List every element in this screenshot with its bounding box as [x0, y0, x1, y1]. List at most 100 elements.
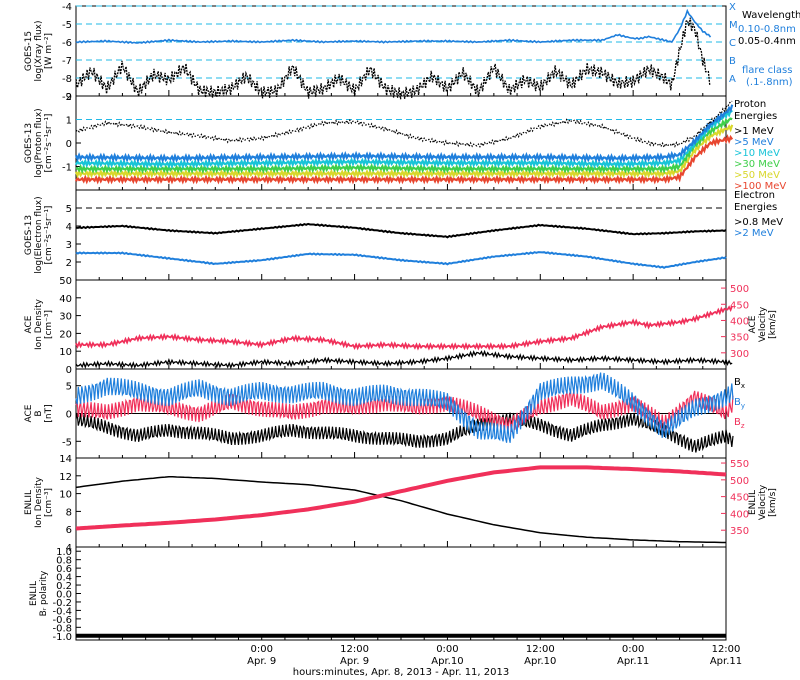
y-axis-label-right-line: [km/s]: [768, 488, 778, 517]
y-ticks: 5 4 3 2: [66, 204, 81, 269]
legend-entry: >5 MeV: [734, 137, 774, 148]
y-axis-label-right: ACE Velocity [km/s]: [748, 306, 778, 342]
flare-class-sublabel: (.1-.8nm): [746, 77, 793, 88]
legend-entry: >30 MeV: [734, 159, 780, 170]
series->2 MeV: [75, 251, 727, 269]
legend-entry: >100 MeV: [734, 181, 786, 192]
y-axis-label-line: log(Electron flux): [34, 196, 44, 273]
flare-class-letter: M: [729, 20, 738, 31]
y-axis-label-line: Ion Density: [34, 298, 44, 350]
y-tick-label: 0: [66, 139, 72, 150]
flare-class-letter: C: [729, 38, 736, 49]
flare-class-letter: X: [729, 2, 736, 13]
series->1 MeV: [75, 100, 733, 149]
series-group: [75, 207, 727, 269]
y-tick-label-right: 450: [730, 493, 749, 504]
y-axis-label: ENLIL Bᵣ polarity: [29, 570, 49, 616]
y-axis-label-line: GOES-15: [24, 31, 34, 71]
series-0.05-0.4nm: [75, 17, 711, 100]
legend-entry: >1 MeV: [734, 126, 774, 137]
y-axis-label-line: B: [34, 410, 44, 416]
x-tick-date: Apr.11: [617, 656, 649, 667]
panels: -4 -5 -6 -7 -8 -9 GOES-15 log(Xray flux) [W m⁻²]…: [24, 2, 800, 643]
x-tick-date: Apr. 9: [247, 656, 276, 667]
y-ticks: 50 40 30 20 10 0 500 450 400 350 300: [59, 276, 749, 376]
series->5 MeV: [74, 104, 734, 164]
y-tick-label: 12: [59, 472, 72, 483]
y-tick-label: 6: [66, 525, 72, 536]
y-tick-label: 10: [59, 490, 72, 501]
legend-entry: 0.05-0.4nm: [738, 36, 796, 47]
y-axis-label-right-line: Velocity: [758, 484, 768, 520]
y-axis-label-right: ENLIL Velocity [km/s]: [748, 484, 778, 520]
series-Ion Density: [75, 475, 726, 544]
y-axis-label-line: [cm⁻³]: [44, 310, 54, 339]
series->30 MeV: [75, 117, 733, 175]
y-tick-label: 0: [66, 410, 72, 421]
x-tick-time: 0:00: [622, 644, 644, 655]
legend-entry: 0.10-0.8nm: [738, 24, 796, 35]
y-tick-label: 40: [59, 294, 72, 305]
y-tick-label: -0.8: [52, 623, 72, 634]
y-axis-label-line: GOES-13: [24, 123, 34, 163]
x-tick-time: 12:00: [340, 644, 369, 655]
y-axis-label-line: ENLIL: [29, 581, 39, 606]
y-axis-label: GOES-13 log(Proton flux) [cm⁻²s⁻¹sr⁻¹]: [24, 108, 54, 177]
legend-entry: >50 MeV: [734, 170, 780, 181]
panel-xray: -4 -5 -6 -7 -8 -9 GOES-15 log(Xray flux) [W m⁻²]…: [24, 2, 800, 103]
y-tick-label: 4: [66, 543, 72, 554]
y-axis-label-line: log(Xray flux): [34, 20, 44, 81]
x-tick-time: 12:00: [526, 644, 555, 655]
series->0.8 MeV: [75, 222, 727, 239]
y-tick-label: -5: [62, 437, 72, 448]
x-tick-date: Apr.11: [710, 656, 742, 667]
y-tick-label: -6: [62, 38, 72, 49]
y-tick-label: 30: [59, 312, 72, 323]
y-tick-label: 5: [66, 204, 72, 215]
legend-title: Electron: [734, 190, 775, 201]
y-tick-label: 0.4: [56, 573, 72, 584]
series->50 MeV: [74, 124, 734, 179]
y-tick-label: 20: [59, 329, 72, 340]
series-x: [75, 412, 734, 453]
x-tick-time: 0:00: [250, 644, 272, 655]
x-tick-time: 0:00: [436, 644, 458, 655]
y-tick-label: 0: [66, 365, 72, 376]
y-ticks: -4 -5 -6 -7 -8 -9: [62, 2, 81, 103]
x-tick-date: Apr.10: [524, 656, 556, 667]
y-tick-label: 2: [66, 92, 72, 103]
y-tick-label-right: 500: [730, 284, 749, 295]
y-axis-label-line: ENLIL: [24, 490, 34, 515]
x-axis-label: hours:minutes, Apr. 8, 2013 - Apr. 11, 2…: [293, 667, 509, 678]
y-tick-label: 3: [66, 240, 72, 251]
legend-title: Wavelength: [742, 10, 800, 21]
y-ticks: 1.00.80.60.40.20.0-0.2-0.4-0.6-0.8-1.0: [52, 547, 81, 643]
series-group: [75, 305, 734, 370]
legend-title: Proton: [734, 99, 766, 110]
series-group: [75, 465, 727, 544]
y-tick-label: -9: [62, 92, 72, 103]
y-tick-label: -1.0: [52, 632, 72, 643]
y-tick-label: 0.0: [56, 590, 72, 601]
legend-title: Energies: [734, 202, 777, 213]
series-group: [74, 100, 734, 185]
y-axis-label-line: [cm⁻²s⁻¹sr⁻¹]: [44, 114, 54, 173]
flare-class-label: flare class: [742, 65, 792, 76]
y-axis-label: ACE B [nT]: [24, 404, 54, 422]
y-tick-label: 50: [59, 276, 72, 287]
y-axis-label: GOES-13 log(Electron flux) [cm⁻²s⁻¹sr⁻¹]: [24, 196, 54, 273]
x-tick-date: Apr.10: [431, 656, 463, 667]
y-tick-label-right: 450: [730, 300, 749, 311]
y-tick-label-right: 500: [730, 476, 749, 487]
legend-entry: >10 MeV: [734, 148, 780, 159]
legend-entry: Bz: [734, 417, 745, 430]
y-tick-label: -5: [62, 20, 72, 31]
y-axis-label-right-line: ACE: [748, 315, 758, 333]
legend-entry: >2 MeV: [734, 228, 774, 239]
y-axis-label-line: Ion Density: [34, 476, 44, 528]
y-ticks: 14 12 10 8 6 4 550 500 450 400 350: [59, 454, 749, 554]
legend-entry: Bx: [734, 377, 745, 390]
y-axis-label: ACE Ion Density [cm⁻³]: [24, 298, 54, 350]
y-tick-label-right: 550: [730, 459, 749, 470]
